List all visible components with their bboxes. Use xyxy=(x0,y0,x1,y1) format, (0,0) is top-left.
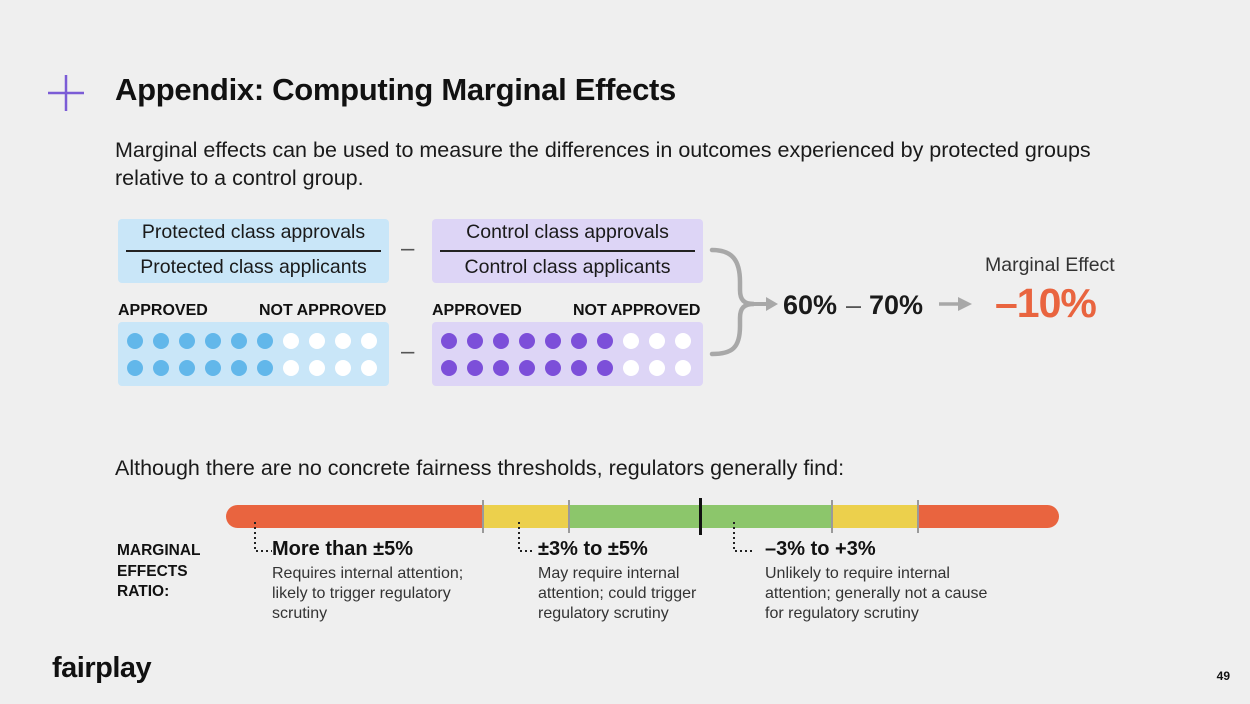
approved-dot xyxy=(467,360,483,376)
approved-dot xyxy=(493,360,509,376)
approved-dot xyxy=(519,360,535,376)
bar-tick xyxy=(482,500,484,533)
approved-dot xyxy=(231,360,247,376)
not-approved-dot xyxy=(649,360,665,376)
protected-numerator: Protected class approvals xyxy=(141,221,366,243)
grid-minus-sign: – xyxy=(401,338,415,365)
protected-denominator: Protected class applicants xyxy=(140,256,367,278)
approved-dot xyxy=(467,333,483,349)
not-approved-dot xyxy=(623,360,639,376)
marginal-effect-value: –10% xyxy=(995,280,1097,326)
bar-tick xyxy=(568,500,570,533)
approved-dot xyxy=(571,360,587,376)
ratio-label: MARGINAL EFFECTS RATIO: xyxy=(117,541,201,603)
bar-segment-yellow-left xyxy=(484,505,570,528)
approved-dot xyxy=(257,333,273,349)
not-approved-dot xyxy=(675,333,691,349)
approved-dot xyxy=(597,333,613,349)
fraction-bar xyxy=(440,250,695,252)
range-description: May require internal attention; could tr… xyxy=(538,565,697,622)
result-minus: – xyxy=(846,290,862,320)
threshold-bar xyxy=(226,505,1059,528)
bar-tick xyxy=(917,500,919,533)
range-high: More than ±5% Requires internal attentio… xyxy=(272,538,487,624)
not-approved-dot xyxy=(649,333,665,349)
approved-dot xyxy=(127,360,143,376)
approved-dot xyxy=(153,360,169,376)
not-approved-dot xyxy=(361,360,377,376)
fraction-bar xyxy=(126,250,381,252)
approved-dot xyxy=(441,333,457,349)
not-approved-dot xyxy=(283,360,299,376)
not-approved-dot xyxy=(675,360,691,376)
not-approved-dot xyxy=(283,333,299,349)
range-heading: More than ±5% xyxy=(272,538,413,560)
not-approved-dot xyxy=(623,333,639,349)
brand-logo: fairplay xyxy=(52,652,152,684)
page-number: 49 xyxy=(1216,669,1230,683)
range-heading: ±3% to ±5% xyxy=(538,538,648,560)
control-denominator: Control class applicants xyxy=(464,256,671,278)
not-approved-dot xyxy=(335,360,351,376)
range-heading: –3% to +3% xyxy=(765,538,876,560)
control-approved-label: APPROVED xyxy=(432,302,522,319)
marginal-effect-label: Marginal Effect xyxy=(985,254,1115,276)
bar-segment-orange-left xyxy=(226,505,484,528)
protected-approved-label: APPROVED xyxy=(118,302,208,319)
leader-line xyxy=(254,522,272,552)
protected-dot-grid xyxy=(118,322,389,386)
approved-dot xyxy=(597,360,613,376)
control-dot-grid xyxy=(432,322,703,386)
protected-rate: 60% xyxy=(783,290,838,320)
control-not-approved-label: NOT APPROVED xyxy=(573,302,701,319)
approved-dot xyxy=(441,360,457,376)
approved-dot xyxy=(545,333,561,349)
control-rate: 70% xyxy=(869,290,924,320)
approved-dot xyxy=(571,333,587,349)
thresholds-intro: Although there are no concrete fairness … xyxy=(115,456,845,480)
bar-segment-yellow-right xyxy=(832,505,919,528)
ratio-label-line: RATIO: xyxy=(117,583,170,600)
range-description: Requires internal attention; likely to t… xyxy=(272,565,464,622)
plus-icon xyxy=(48,75,84,111)
approved-dot xyxy=(205,360,221,376)
bar-segment-orange-right xyxy=(919,505,1059,528)
ratio-label-line: EFFECTS xyxy=(117,562,188,580)
range-medium: ±3% to ±5% May require internal attentio… xyxy=(538,538,738,624)
approved-dot xyxy=(205,333,221,349)
protected-fraction: Protected class approvals Protected clas… xyxy=(118,219,389,283)
control-fraction: Control class approvals Control class ap… xyxy=(432,219,703,283)
approved-dot xyxy=(545,360,561,376)
approved-dot xyxy=(179,333,195,349)
control-numerator: Control class approvals xyxy=(466,221,669,243)
approved-dot xyxy=(153,333,169,349)
fraction-minus-sign: – xyxy=(401,235,415,262)
not-approved-dot xyxy=(309,360,325,376)
range-description: Unlikely to require internal attention; … xyxy=(765,565,988,622)
approved-dot xyxy=(257,360,273,376)
protected-not-approved-label: NOT APPROVED xyxy=(259,302,387,319)
not-approved-dot xyxy=(309,333,325,349)
approved-dot xyxy=(493,333,509,349)
not-approved-dot xyxy=(335,333,351,349)
range-low: –3% to +3% Unlikely to require internal … xyxy=(765,538,990,624)
page-title: Appendix: Computing Marginal Effects xyxy=(115,72,676,107)
approved-dot xyxy=(519,333,535,349)
bar-center-tick xyxy=(699,498,702,535)
ratio-label-line: MARGINAL xyxy=(117,542,201,559)
approved-dot xyxy=(179,360,195,376)
approved-dot xyxy=(231,333,247,349)
bar-tick xyxy=(831,500,833,533)
intro-text: Marginal effects can be used to measure … xyxy=(115,138,1091,190)
brace-and-arrows xyxy=(709,247,972,357)
approved-dot xyxy=(127,333,143,349)
not-approved-dot xyxy=(361,333,377,349)
